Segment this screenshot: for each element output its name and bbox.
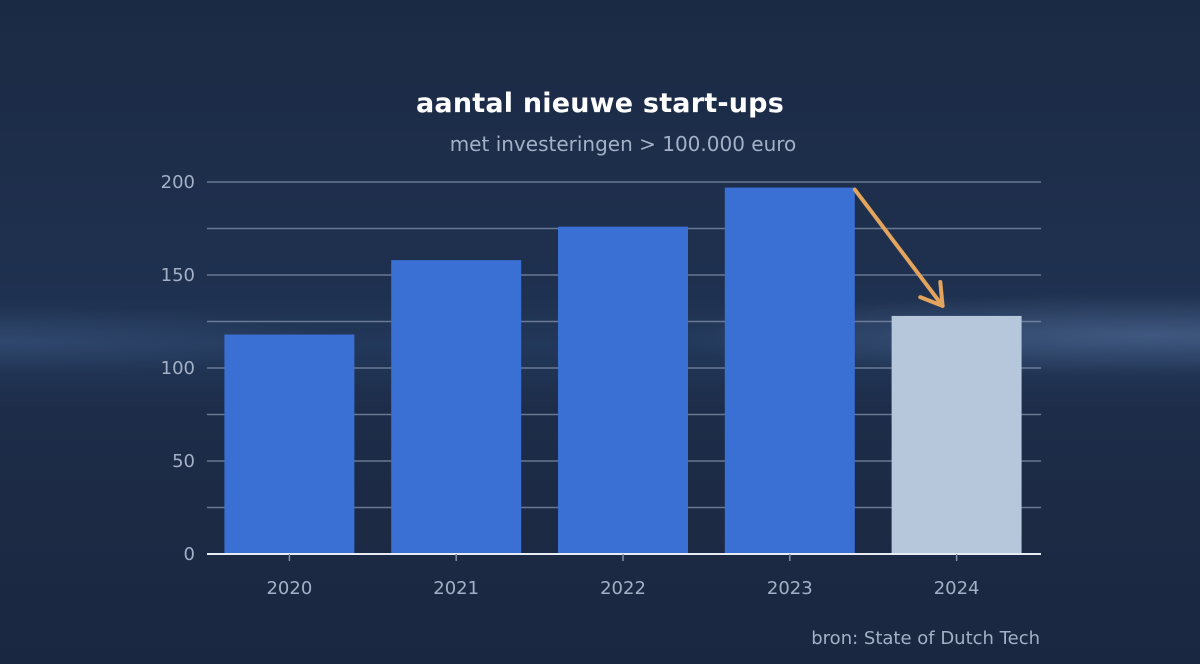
x-tick-label: 2022 (600, 578, 646, 599)
source-note: bron: State of Dutch Tech (811, 628, 1040, 649)
x-tick-label: 2020 (266, 578, 312, 599)
chart-subtitle: met investeringen > 100.000 euro (449, 132, 797, 156)
x-tick-label: 2024 (934, 578, 980, 599)
chart-title: aantal nieuwe start-ups (416, 88, 784, 119)
annotation-arrow-line (852, 187, 945, 308)
axes: 0 50 100 150 200 2020 2021 2022 2023 2024 (161, 172, 1041, 599)
y-tick-label: 50 (172, 451, 195, 472)
bar (891, 315, 1022, 554)
x-tick-label: 2023 (767, 578, 813, 599)
bars (224, 187, 1022, 554)
y-tick-label: 100 (161, 358, 195, 379)
bar (724, 187, 855, 554)
y-tick-label: 0 (184, 544, 195, 565)
annotation-arrow-head (918, 280, 945, 308)
bar (224, 334, 355, 554)
bar (391, 260, 522, 554)
y-tick-label: 200 (161, 172, 195, 193)
x-tick-label: 2021 (433, 578, 479, 599)
y-tick-label: 150 (161, 265, 195, 286)
annotations (852, 187, 945, 308)
bar (558, 226, 688, 554)
